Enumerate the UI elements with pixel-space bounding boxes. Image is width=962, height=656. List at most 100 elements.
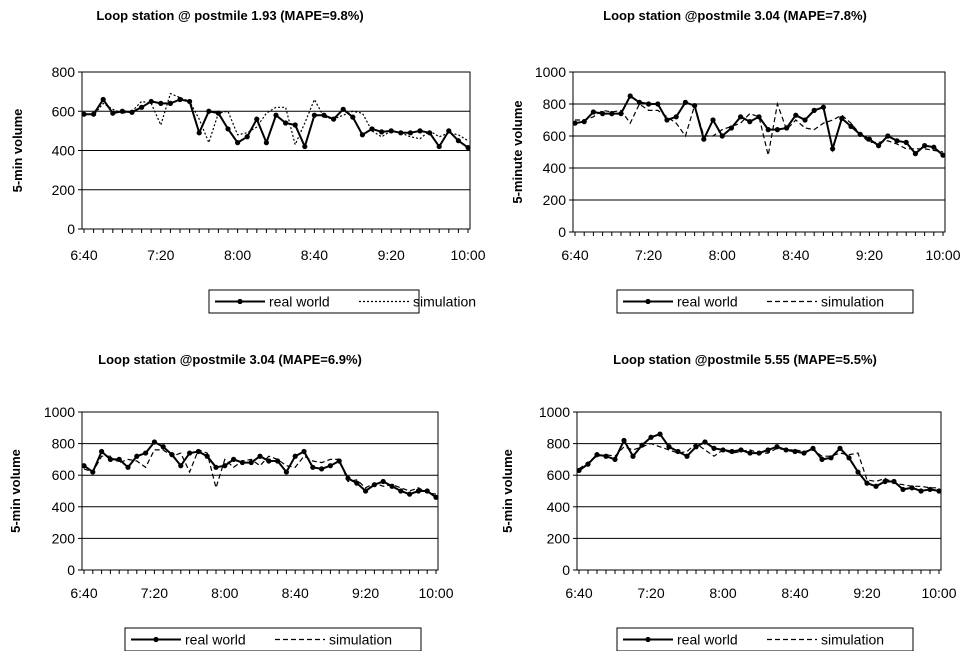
- legend-label: real world: [185, 632, 246, 648]
- series-line-simulation: [578, 442, 939, 489]
- x-tick-label: 6:40: [565, 585, 592, 601]
- plot-area: [81, 411, 439, 571]
- data-point: [433, 494, 439, 500]
- data-point: [682, 99, 689, 105]
- y-tick-label: 0: [67, 221, 75, 237]
- data-point: [846, 455, 852, 461]
- y-tick-label: 1000: [44, 404, 75, 420]
- y-tick-label: 800: [52, 64, 76, 80]
- x-tick-label: 10:00: [450, 247, 485, 263]
- data-point: [655, 101, 661, 107]
- chart-1: Loop station @ postmile 1.93 (MAPE=9.8%)…: [10, 8, 486, 314]
- data-point: [819, 456, 825, 462]
- data-point: [160, 444, 166, 450]
- legend-marker: [237, 298, 243, 305]
- data-point: [417, 128, 423, 134]
- data-point: [918, 488, 924, 494]
- data-point: [248, 459, 254, 466]
- data-point: [359, 132, 365, 138]
- data-point: [388, 128, 394, 134]
- data-point: [407, 491, 413, 497]
- data-point: [621, 437, 627, 444]
- y-tick-label: 0: [67, 562, 75, 578]
- data-point: [292, 122, 298, 128]
- data-point: [327, 463, 333, 469]
- legend: real world simulation: [124, 627, 422, 652]
- data-point: [81, 111, 87, 117]
- x-tick-label: 7:20: [141, 585, 168, 601]
- data-point: [701, 136, 707, 142]
- x-tick-label: 6:40: [70, 247, 97, 263]
- data-point: [143, 450, 149, 456]
- data-point: [310, 464, 316, 470]
- data-point: [116, 456, 122, 462]
- legend-box: [208, 289, 420, 314]
- y-tick-label: 800: [52, 436, 76, 452]
- chart-title: Loop station @ postmile 1.93 (MAPE=9.8%): [96, 8, 363, 23]
- data-point: [301, 448, 307, 455]
- data-point: [873, 483, 879, 489]
- y-tick-label: 600: [52, 103, 76, 119]
- y-tick-label: 400: [52, 499, 76, 515]
- data-point: [363, 488, 369, 494]
- data-point: [283, 120, 289, 126]
- data-point: [283, 469, 289, 475]
- legend-label: simulation: [329, 632, 392, 648]
- data-point: [257, 453, 263, 459]
- data-point: [379, 129, 385, 135]
- y-tick-label: 400: [543, 160, 567, 176]
- y-tick-label: 200: [52, 182, 76, 198]
- data-point: [275, 458, 281, 464]
- y-tick-label: 0: [562, 562, 570, 578]
- plot-area: [576, 411, 942, 571]
- y-axis-label: 5-minute volume: [510, 100, 525, 203]
- data-point: [666, 444, 672, 450]
- data-point: [765, 447, 771, 453]
- data-point: [612, 456, 618, 462]
- y-axis-label: 5-min volume: [500, 449, 515, 533]
- chart-4: Loop station @postmile 5.55 (MAPE=5.5%) 5…: [500, 352, 957, 652]
- x-tick-label: 6:40: [561, 247, 588, 263]
- data-point: [572, 120, 578, 126]
- data-point: [830, 146, 836, 152]
- data-point: [729, 448, 735, 455]
- x-tick-label: 8:00: [709, 585, 736, 601]
- data-point: [738, 114, 744, 120]
- legend-box: [616, 289, 914, 314]
- y-tick-label: 0: [558, 224, 566, 240]
- data-point: [244, 134, 250, 140]
- data-point: [702, 439, 708, 445]
- data-point: [398, 488, 404, 494]
- x-tick-label: 9:20: [352, 585, 379, 601]
- y-tick-label: 1000: [535, 64, 566, 80]
- legend-marker: [645, 636, 651, 643]
- data-point: [673, 114, 679, 120]
- chart-3: Loop station @postmile 3.04 (MAPE=6.9%) 5…: [8, 352, 454, 652]
- data-point: [465, 144, 471, 151]
- data-point: [350, 114, 356, 120]
- y-tick-label: 800: [543, 96, 567, 112]
- legend-label: real world: [677, 632, 738, 648]
- data-point: [321, 112, 327, 118]
- y-axis-label: 5-min volume: [10, 109, 25, 193]
- data-point: [936, 488, 942, 494]
- data-point: [747, 450, 753, 456]
- data-point: [99, 448, 105, 455]
- data-point: [783, 447, 789, 453]
- data-point: [110, 110, 116, 116]
- x-tick-label: 7:20: [637, 585, 664, 601]
- data-point: [802, 117, 808, 123]
- data-point: [225, 126, 231, 132]
- data-point: [793, 112, 799, 118]
- data-point: [340, 106, 346, 112]
- data-point: [187, 450, 193, 456]
- legend: real world simulation: [616, 627, 914, 652]
- x-tick-label: 10:00: [418, 585, 453, 601]
- data-point: [765, 127, 771, 133]
- data-point: [151, 439, 157, 445]
- data-point: [931, 144, 937, 150]
- data-point: [354, 480, 360, 486]
- x-tick-label: 8:40: [301, 247, 328, 263]
- data-point: [455, 138, 461, 144]
